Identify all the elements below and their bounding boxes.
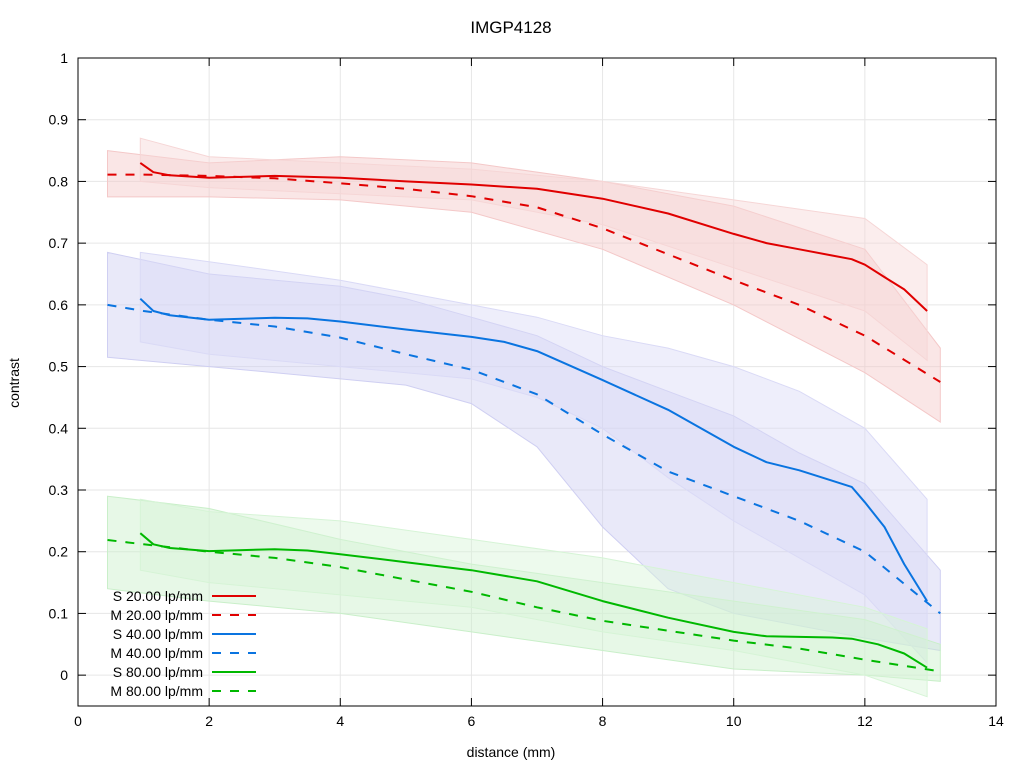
plot-frame [77,57,997,707]
legend-label: S 80.00 lp/mm [113,664,203,680]
legend-label: S 20.00 lp/mm [113,588,203,604]
confidence-band [107,150,941,424]
legend-label: S 40.00 lp/mm [113,626,203,642]
y-tick-label: 0.6 [49,297,69,313]
series-line [139,297,928,602]
series-line [107,539,941,673]
x-tick-label: 6 [468,713,476,729]
series-line [139,162,928,312]
series-line [107,173,941,383]
y-tick-label: 0 [60,667,68,683]
y-tick-label: 0.3 [49,482,69,498]
y-tick-label: 0.8 [49,173,69,189]
y-tick-label: 0.9 [49,112,69,128]
y-tick-label: 0.7 [49,235,69,251]
legend-label: M 40.00 lp/mm [110,645,203,661]
confidence-band [139,498,928,698]
x-tick-label: 14 [988,713,1004,729]
x-tick-label: 8 [599,713,607,729]
y-tick-label: 0.4 [49,420,69,436]
series-line [107,303,941,615]
confidence-band [139,137,928,362]
confidence-band [107,495,941,682]
x-tick-label: 4 [336,713,344,729]
x-tick-label: 2 [205,713,213,729]
x-axis-label: distance (mm) [466,744,556,760]
x-tick-label: 12 [857,713,873,729]
chart-title: IMGP4128 [470,18,552,37]
x-tick-label: 0 [74,713,82,729]
y-axis-label: contrast [6,358,22,408]
legend-label: M 20.00 lp/mm [110,607,203,623]
legend-label: M 80.00 lp/mm [110,683,203,699]
y-tick-label: 0.1 [49,605,69,621]
y-tick-label: 1 [60,50,68,66]
series-line [139,532,928,669]
x-tick-label: 10 [726,713,742,729]
y-tick-label: 0.2 [49,544,69,560]
y-tick-label: 0.5 [49,359,69,375]
